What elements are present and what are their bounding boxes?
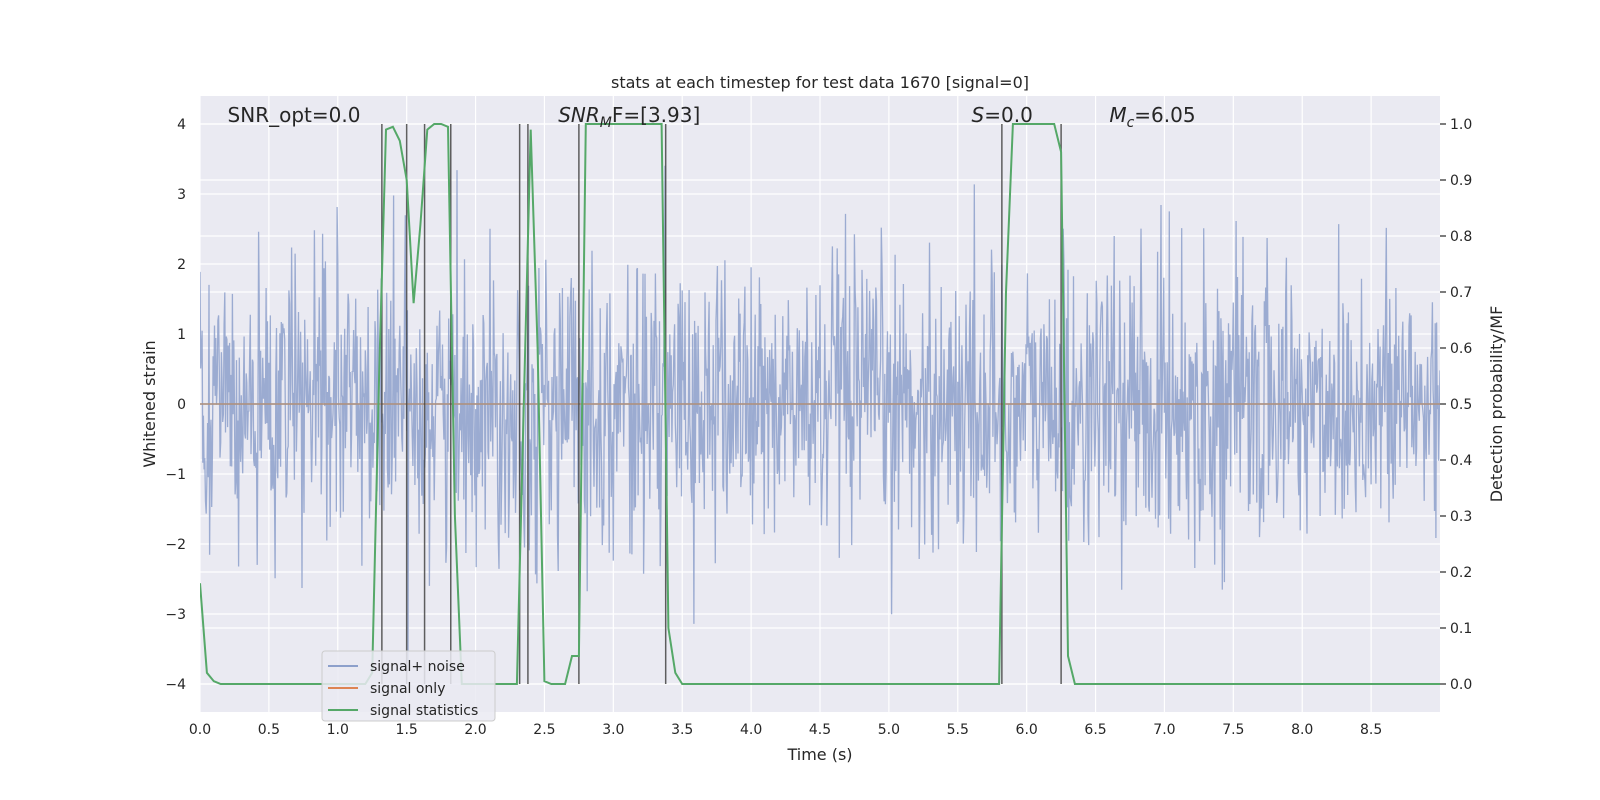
y2-tick-label: 1.0 xyxy=(1450,117,1472,133)
y2-tick-label: 0.9 xyxy=(1450,173,1472,189)
legend-label: signal+ noise xyxy=(370,659,465,675)
x-tick-label: 4.0 xyxy=(740,722,762,738)
x-tick-label: 6.0 xyxy=(1016,722,1038,738)
y2-tick-label: 0.5 xyxy=(1450,397,1472,413)
y-tick-label: −4 xyxy=(165,677,186,693)
y2-tick-label: 0.3 xyxy=(1450,509,1472,525)
x-tick-label: 7.5 xyxy=(1222,722,1244,738)
x-axis-ticks: 0.0 0.5 1.0 1.5 2.0 2.5 3.0 3.5 4.0 4.5 5.0 5.5 6.0 6… xyxy=(189,722,1382,738)
y2-axis-label: Detection probability/MF xyxy=(1487,306,1506,503)
x-tick-label: 6.5 xyxy=(1084,722,1106,738)
legend-box xyxy=(321,650,496,722)
x-tick-label: 0.0 xyxy=(189,722,211,738)
annotations: SNR_opt=0.0 SNRMF=[3.93] S=0.0 Mc=6.05 xyxy=(228,103,1196,131)
annotation-text: S=0.0 xyxy=(972,103,1033,127)
y2-tick-label: 0.4 xyxy=(1450,453,1472,469)
y-tick-label: 0 xyxy=(177,397,186,413)
x-tick-label: 2.5 xyxy=(533,722,555,738)
x-tick-label: 7.0 xyxy=(1153,722,1175,738)
y-tick-label: −3 xyxy=(165,607,186,623)
y-tick-label: 3 xyxy=(177,187,186,203)
y2-tick-label: 0.6 xyxy=(1450,341,1472,357)
x-tick-label: 2.0 xyxy=(464,722,486,738)
annotation-text: Mc=6.05 xyxy=(1109,103,1195,131)
y2-tick-label: 0.8 xyxy=(1450,229,1472,245)
chart-title: stats at each timestep for test data 167… xyxy=(611,73,1029,92)
x-tick-label: 0.5 xyxy=(258,722,280,738)
y2-tick-label: 0.2 xyxy=(1450,565,1472,581)
x-axis-label: Time (s) xyxy=(786,745,852,764)
x-tick-label: 8.0 xyxy=(1291,722,1313,738)
y-tick-label: 1 xyxy=(177,327,186,343)
y2-axis-ticks: 0.0 0.1 0.2 0.3 0.4 0.5 0.6 0.7 0.8 0.9 1.0 xyxy=(1440,117,1472,693)
legend-label: signal only xyxy=(370,681,445,697)
x-tick-label: 3.5 xyxy=(671,722,693,738)
y2-tick-label: 0.1 xyxy=(1450,621,1472,637)
x-tick-label: 1.0 xyxy=(327,722,349,738)
y-tick-label: 4 xyxy=(177,117,186,133)
y-axis-ticks: −4 −3 −2 −1 0 1 2 3 4 xyxy=(165,117,186,693)
y-axis-label: Whitened strain xyxy=(140,340,159,467)
x-tick-label: 5.5 xyxy=(947,722,969,738)
x-tick-label: 3.0 xyxy=(602,722,624,738)
x-tick-label: 5.0 xyxy=(878,722,900,738)
x-tick-label: 1.5 xyxy=(396,722,418,738)
y-tick-label: −2 xyxy=(165,537,186,553)
legend-label: signal statistics xyxy=(370,703,478,719)
x-tick-label: 4.5 xyxy=(809,722,831,738)
y2-tick-label: 0.7 xyxy=(1450,285,1472,301)
x-tick-label: 8.5 xyxy=(1360,722,1382,738)
legend: signal+ noise signal only signal statistic… xyxy=(321,650,496,722)
y2-tick-label: 0.0 xyxy=(1450,677,1472,693)
y-tick-label: −1 xyxy=(165,467,186,483)
y-tick-label: 2 xyxy=(177,257,186,273)
annotation-text: SNR_opt=0.0 xyxy=(228,103,361,127)
annotation-text: SNRMF=[3.93] xyxy=(558,103,700,131)
